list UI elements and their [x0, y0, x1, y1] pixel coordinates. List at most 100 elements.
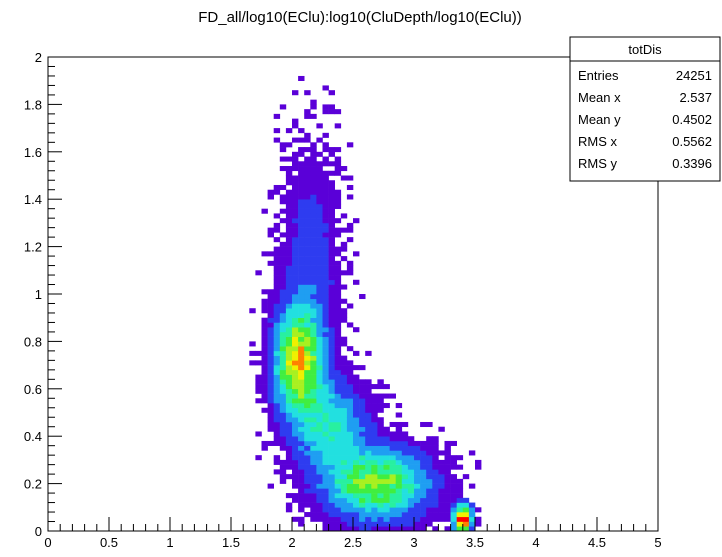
heatmap-bin — [310, 113, 317, 119]
heatmap-bin — [292, 417, 299, 423]
heatmap-bin — [334, 384, 342, 390]
heatmap-bin — [353, 502, 360, 508]
heatmap-bin — [328, 459, 335, 465]
heatmap-bin — [304, 294, 311, 300]
heatmap-bin — [279, 279, 287, 285]
heatmap-bin — [292, 208, 299, 214]
heatmap-bin — [432, 512, 439, 518]
heatmap-bin — [389, 469, 396, 475]
heatmap-bin — [285, 298, 293, 304]
heatmap-bin — [273, 459, 281, 465]
heatmap-bin — [322, 516, 329, 522]
heatmap-bin — [334, 388, 342, 394]
heatmap-bin — [249, 308, 256, 314]
heatmap-bin — [322, 507, 329, 513]
heatmap-bin — [359, 478, 366, 484]
heatmap-bin — [328, 241, 335, 247]
heatmap-bin — [285, 275, 293, 281]
heatmap-bin — [292, 118, 299, 124]
heatmap-bin — [285, 507, 293, 513]
heatmap-bin — [304, 322, 311, 328]
heatmap-bin — [267, 388, 274, 394]
heatmap-bin — [432, 478, 439, 484]
heatmap-bin — [340, 526, 348, 532]
heatmap-bin — [316, 483, 323, 489]
x-tick-label: 2.5 — [344, 535, 362, 550]
heatmap-bin — [304, 213, 311, 219]
heatmap-bin — [322, 189, 329, 195]
heatmap-bin — [328, 184, 335, 191]
heatmap-bin — [420, 455, 427, 461]
heatmap-bin — [334, 270, 342, 276]
heatmap-bin — [346, 237, 354, 243]
heatmap-bin — [292, 474, 299, 480]
heatmap-bin — [395, 493, 403, 499]
heatmap-bin — [328, 474, 335, 480]
heatmap-bin — [298, 284, 305, 290]
heatmap-bin — [267, 393, 274, 399]
heatmap-bin — [401, 421, 409, 428]
heatmap-bin — [279, 246, 287, 252]
heatmap-bin — [377, 469, 384, 475]
heatmap-bin — [438, 469, 445, 475]
heatmap-bin — [359, 450, 366, 456]
heatmap-bin — [334, 365, 342, 371]
heatmap-bin — [346, 521, 354, 527]
stats-value: 24251 — [676, 68, 712, 83]
heatmap-bin — [310, 483, 317, 489]
heatmap-bin — [334, 493, 342, 499]
heatmap-bin — [395, 474, 403, 480]
heatmap-bin — [310, 161, 317, 167]
heatmap-bin — [292, 265, 299, 271]
heatmap-bin — [279, 260, 287, 266]
heatmap-bin — [292, 166, 299, 172]
heatmap-bin — [365, 407, 372, 413]
heatmap-bin — [346, 360, 354, 366]
heatmap-bin — [371, 507, 378, 513]
heatmap-bin — [334, 227, 342, 233]
heatmap-bin — [285, 426, 293, 432]
heatmap-bin — [304, 241, 311, 247]
heatmap-bin — [298, 75, 305, 81]
heatmap-bin — [426, 512, 433, 518]
heatmap-bin — [395, 488, 403, 494]
heatmap-bin — [389, 516, 396, 522]
heatmap-bin — [334, 445, 342, 451]
heatmap-bin — [389, 497, 396, 503]
heatmap-bin — [407, 455, 415, 461]
heatmap-bin — [322, 450, 329, 456]
heatmap-bin — [310, 369, 317, 375]
heatmap-bin — [395, 497, 403, 503]
heatmap-bin — [273, 270, 281, 276]
heatmap-bin — [261, 407, 268, 413]
heatmap-bin — [401, 440, 409, 446]
heatmap-bin — [377, 440, 384, 446]
heatmap-bin — [371, 407, 378, 413]
heatmap-bin — [340, 284, 348, 290]
heatmap-bin — [328, 507, 335, 513]
heatmap-bin — [346, 346, 354, 352]
heatmap-bin — [261, 365, 268, 371]
heatmap-bin — [340, 384, 348, 390]
heatmap-bin — [261, 251, 268, 257]
heatmap-bin — [426, 450, 433, 456]
heatmap-bin — [267, 421, 274, 428]
heatmap-bin — [298, 341, 305, 347]
heatmap-bin — [322, 279, 329, 285]
heatmap-bin — [304, 275, 311, 281]
heatmap-bin — [298, 232, 305, 238]
heatmap-bin — [316, 199, 323, 205]
heatmap-bin — [340, 403, 348, 409]
heatmap-bin — [334, 403, 342, 409]
heatmap-bin — [310, 166, 317, 172]
heatmap-bin — [298, 445, 305, 451]
heatmap-bin — [328, 398, 335, 404]
heatmap-bin — [328, 341, 335, 347]
heatmap-bin — [340, 474, 348, 480]
heatmap-bin — [292, 308, 299, 314]
heatmap-bin — [322, 355, 329, 361]
heatmap-bin — [468, 502, 476, 508]
heatmap-bin — [395, 469, 403, 475]
heatmap-bin — [304, 436, 311, 442]
heatmap-bin — [304, 341, 311, 347]
